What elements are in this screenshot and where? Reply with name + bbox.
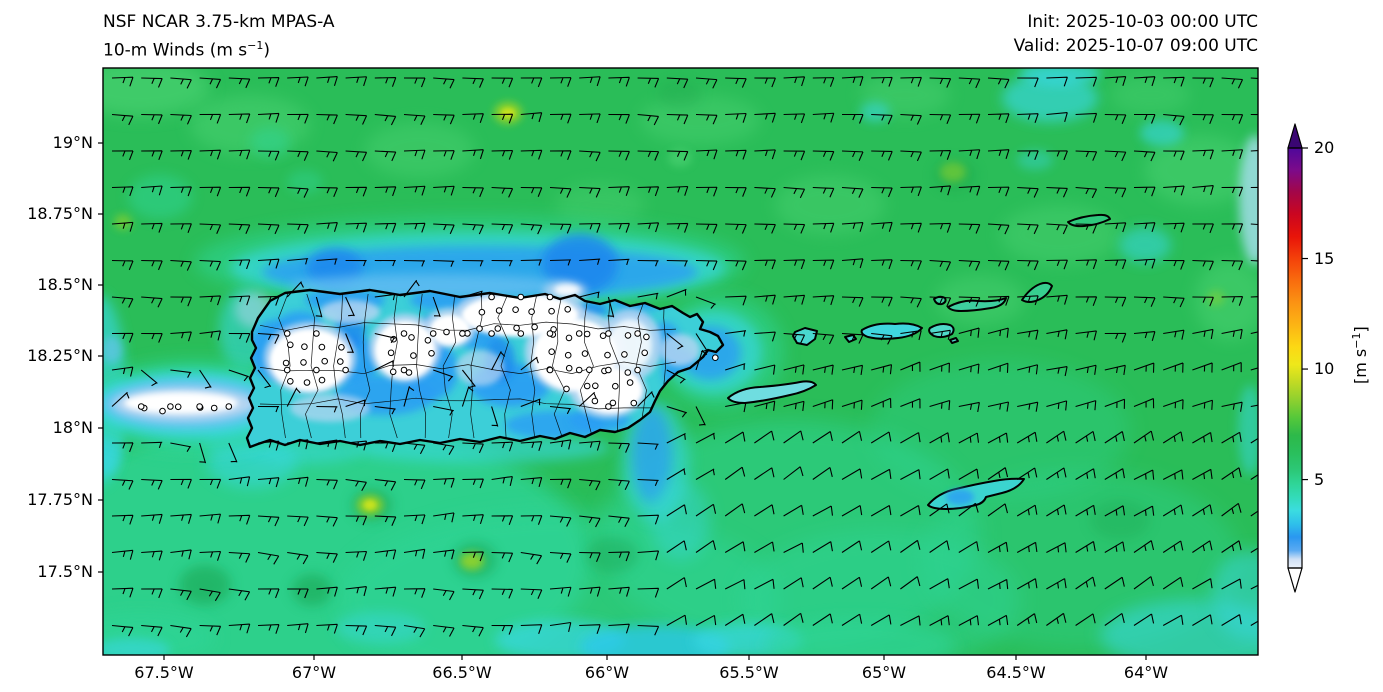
lat-tick-label: 19°N [52, 133, 93, 152]
colorbar [1287, 123, 1308, 593]
plot-title-line1: NSF NCAR 3.75-km MPAS-A [103, 12, 335, 32]
lat-tick-label: 18.25°N [27, 346, 93, 365]
lon-tick-label: 66°W [584, 663, 630, 682]
valid-timestamp: Valid: 2025-10-07 09:00 UTC [1013, 36, 1258, 56]
lat-tick-label: 17.5°N [37, 562, 93, 581]
colorbar-tick-label: 15 [1314, 248, 1335, 268]
plot-title-line2: 10-m Winds (m s−1) [103, 39, 271, 61]
lat-tick-label: 18.75°N [27, 204, 93, 223]
virgin-islands [727, 213, 1111, 510]
colorbar-unit-label: [m s−1] [1349, 326, 1371, 385]
calm-wind-circles [140, 306, 719, 415]
lat-tick-label: 18.5°N [37, 275, 93, 294]
wind-speed-field [103, 68, 1258, 655]
lon-tick-label: 66.5°W [432, 663, 492, 682]
colorbar-tick-label: 20 [1314, 138, 1335, 157]
wind-barbs-layer [111, 76, 1258, 638]
lon-tick-label: 65°W [861, 663, 907, 682]
axes-frame [98, 67, 1259, 660]
lon-tick-label: 67°W [291, 663, 337, 682]
init-timestamp: Init: 2025-10-03 00:00 UTC [1027, 12, 1258, 32]
lon-tick-label: 64°W [1123, 663, 1169, 682]
lat-tick-label: 17.75°N [27, 490, 93, 509]
lon-tick-label: 65.5°W [719, 663, 779, 682]
colorbar-tick-label: 5 [1314, 469, 1325, 489]
lat-tick-label: 18°N [52, 418, 93, 437]
lon-tick-label: 64.5°W [986, 663, 1046, 682]
lon-tick-label: 67.5°W [134, 663, 194, 682]
colorbar-tick-label: 10 [1314, 359, 1335, 379]
